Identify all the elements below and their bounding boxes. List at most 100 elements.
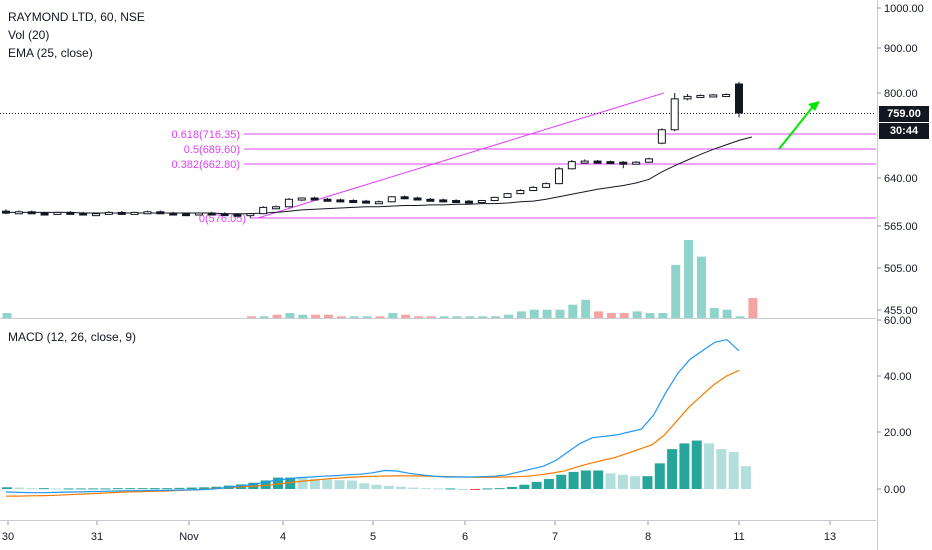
candle-body bbox=[722, 93, 731, 97]
time-tick-label: 31 bbox=[91, 531, 103, 543]
volume-bar bbox=[362, 316, 372, 318]
candle-body bbox=[477, 200, 486, 204]
time-tick-label: 30 bbox=[2, 531, 14, 543]
volume-bar bbox=[684, 239, 694, 318]
macd-histogram-bar bbox=[322, 479, 333, 489]
macd-histogram-bar bbox=[593, 470, 604, 489]
macd-histogram-bar bbox=[174, 487, 185, 489]
candle-body bbox=[670, 98, 679, 131]
green-arrow-shaft bbox=[778, 103, 816, 150]
candle-body bbox=[567, 161, 576, 170]
volume-bar bbox=[594, 311, 604, 318]
macd-histogram-bar bbox=[396, 486, 407, 489]
candle-body bbox=[400, 196, 409, 200]
macd-histogram-bar bbox=[14, 487, 25, 489]
volume-bar bbox=[349, 316, 359, 318]
macd-histogram-bar bbox=[457, 489, 468, 490]
macd-histogram-bar bbox=[100, 488, 111, 490]
candle-body bbox=[464, 200, 473, 204]
macd-histogram-bar bbox=[506, 487, 517, 489]
candle-body bbox=[79, 212, 88, 216]
price-tick-label: 900.00 bbox=[884, 43, 918, 55]
candle-body bbox=[452, 200, 461, 204]
macd-tick-label: 20.00 bbox=[884, 427, 912, 439]
volume-bar bbox=[658, 313, 668, 318]
green-arrow-up-icon bbox=[778, 101, 820, 150]
volume-bar bbox=[298, 314, 308, 318]
macd-tick-label: 0.00 bbox=[884, 484, 905, 496]
candle-body bbox=[439, 199, 448, 203]
macd-histogram-bar bbox=[334, 480, 345, 489]
volume-bar bbox=[555, 309, 565, 318]
volume-bar bbox=[606, 313, 616, 318]
candle-body bbox=[349, 200, 358, 204]
price-tick-label: 1000.00 bbox=[884, 3, 924, 15]
price-tick-label: 640.00 bbox=[884, 173, 918, 185]
candle-body bbox=[92, 213, 101, 217]
candle-body bbox=[40, 212, 49, 216]
macd-histogram-bar bbox=[433, 488, 444, 490]
volume-bar bbox=[246, 316, 256, 318]
volume-bar bbox=[311, 314, 321, 318]
candle-body bbox=[593, 160, 602, 164]
volume-bar bbox=[645, 313, 655, 318]
volume-bar bbox=[323, 314, 333, 318]
macd-histogram-bar bbox=[26, 488, 37, 490]
macd-histogram-bar bbox=[371, 484, 382, 489]
candle-body bbox=[104, 211, 113, 215]
macd-histogram-bar bbox=[383, 485, 394, 489]
volume-bar bbox=[259, 316, 269, 318]
volume-bar bbox=[542, 309, 552, 318]
volume-bar bbox=[735, 316, 745, 318]
macd-histogram-bar bbox=[704, 443, 715, 489]
candle-body bbox=[580, 160, 589, 164]
time-tick-label: 6 bbox=[462, 531, 468, 543]
fib-level-label: 0.382(662.80) bbox=[172, 159, 241, 171]
fib-level-label: 0.618(716.35) bbox=[172, 129, 241, 141]
symbol-legend: RAYMOND LTD, 60, NSE bbox=[8, 10, 145, 24]
macd-histogram-bar bbox=[285, 477, 296, 489]
price-tick-label: 800.00 bbox=[884, 88, 918, 100]
candle-body bbox=[259, 206, 268, 215]
candle-body bbox=[246, 213, 255, 217]
candle-body bbox=[323, 198, 332, 202]
price-tick-label: 505.00 bbox=[884, 263, 918, 275]
macd-histogram-bar bbox=[149, 488, 160, 490]
macd-histogram-bar bbox=[531, 481, 542, 489]
volume-legend: Vol (20) bbox=[8, 28, 50, 42]
volume-bar bbox=[465, 316, 475, 318]
candle-body bbox=[207, 212, 216, 216]
macd-histogram-bar bbox=[125, 488, 136, 490]
candle-body bbox=[169, 212, 178, 216]
volume-bar bbox=[375, 316, 385, 318]
ema-line bbox=[6, 136, 753, 215]
volume-bar bbox=[671, 264, 681, 318]
macd-histogram-bar bbox=[75, 488, 86, 490]
candle-body bbox=[657, 129, 666, 144]
macd-histogram-bar bbox=[741, 466, 751, 489]
green-arrow-head bbox=[808, 101, 820, 111]
volume-bar bbox=[452, 316, 462, 318]
candle-body bbox=[709, 94, 718, 98]
macd-histogram-bar bbox=[482, 488, 493, 490]
macd-histogram-bar bbox=[667, 449, 678, 489]
volume-bar bbox=[272, 314, 282, 318]
macd-histogram-bar bbox=[420, 488, 431, 490]
volume-bar bbox=[2, 313, 12, 318]
macd-histogram-bar bbox=[162, 488, 173, 490]
volume-bar bbox=[478, 316, 488, 318]
macd-histogram-bar bbox=[63, 488, 74, 490]
candle-body bbox=[272, 206, 281, 210]
candle-body bbox=[426, 198, 435, 202]
candle-body bbox=[284, 198, 293, 208]
macd-histogram-bar bbox=[568, 471, 579, 489]
candle-body bbox=[14, 211, 23, 215]
volume-bar bbox=[722, 309, 732, 318]
macd-histogram-bar bbox=[654, 463, 665, 489]
candle-body bbox=[632, 161, 641, 165]
candle-body bbox=[387, 196, 396, 203]
macd-histogram-bar bbox=[88, 488, 99, 490]
volume-bar bbox=[439, 316, 449, 318]
